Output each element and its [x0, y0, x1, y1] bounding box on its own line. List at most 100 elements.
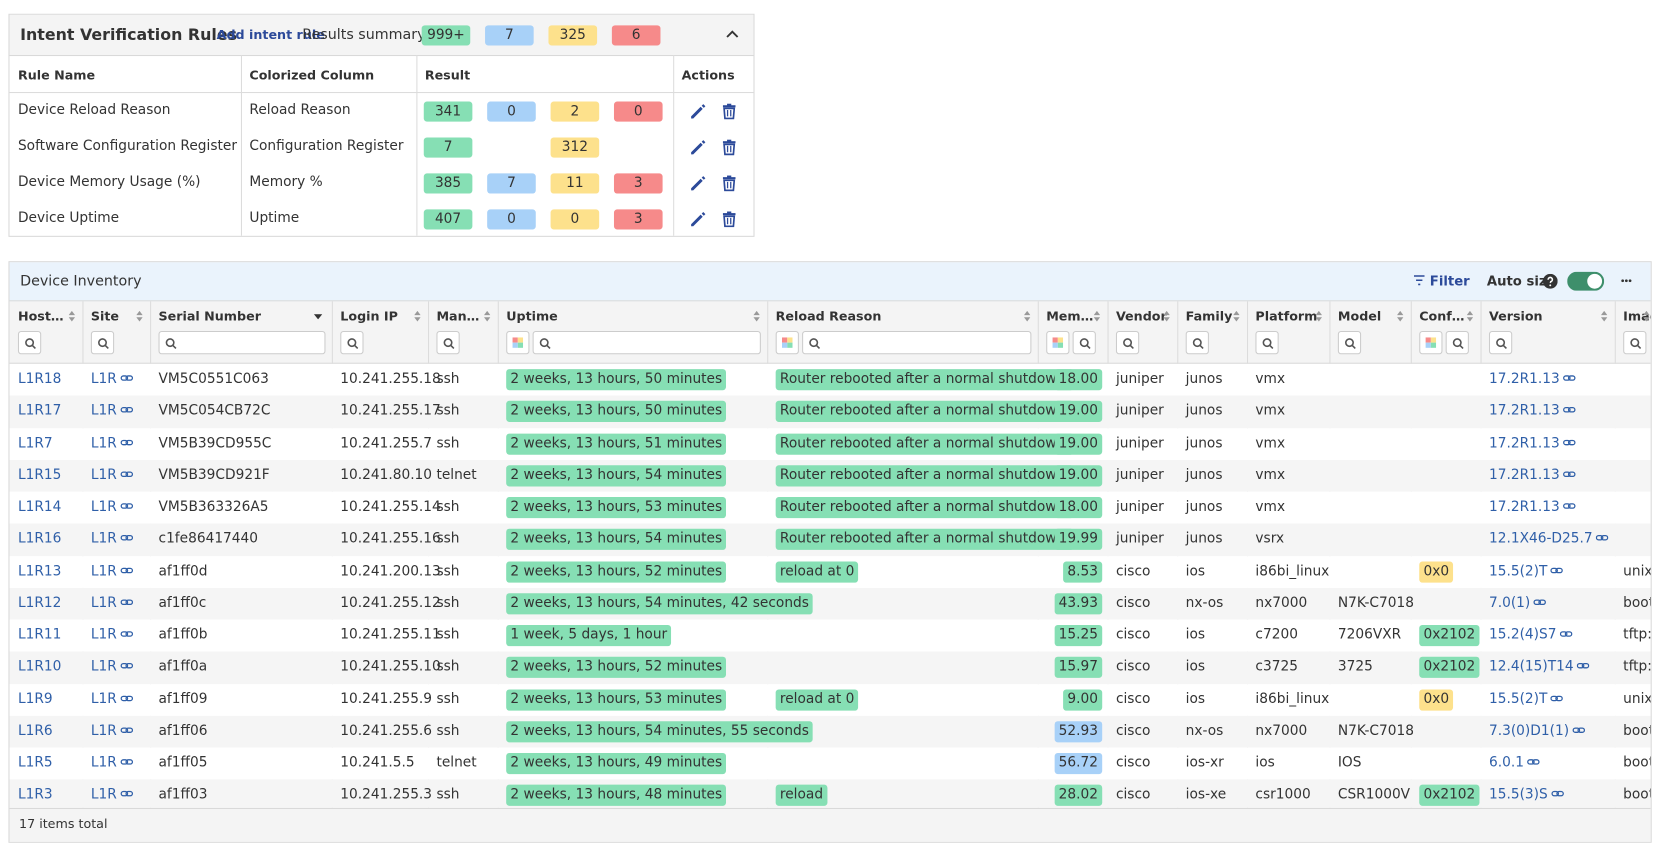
collapse-button[interactable] [726, 29, 739, 40]
edit-button[interactable] [690, 176, 706, 192]
version-link[interactable]: 6.0.1 [1488, 755, 1524, 771]
version-link[interactable]: 17.2R1.13 [1488, 499, 1560, 516]
host-link[interactable]: L1R6 [17, 723, 53, 739]
site-link[interactable]: L1R [90, 595, 117, 611]
search-box[interactable] [802, 330, 1032, 355]
host-link[interactable]: L1R14 [17, 499, 62, 516]
color-filter-button[interactable] [775, 330, 799, 355]
site-link[interactable]: L1R [90, 723, 117, 739]
more-menu[interactable] [1621, 279, 1632, 283]
sort-indicator[interactable] [1600, 310, 1608, 322]
sort-indicator[interactable] [483, 310, 491, 322]
site-link[interactable]: L1R [90, 691, 117, 707]
version-link[interactable]: 17.2R1.13 [1488, 371, 1560, 388]
sort-indicator[interactable] [1643, 310, 1650, 322]
cell-wrap: cisco [1116, 785, 1150, 806]
site-link[interactable]: L1R [90, 499, 117, 516]
search-box[interactable] [1488, 330, 1513, 355]
host-link[interactable]: L1R7 [17, 435, 53, 452]
search-box[interactable] [1072, 330, 1096, 355]
sort-indicator[interactable] [1233, 310, 1240, 322]
site-link[interactable]: L1R [90, 627, 117, 643]
version-link[interactable]: 12.4(15)T14 [1488, 659, 1574, 675]
delete-button[interactable] [722, 139, 736, 156]
search-box[interactable] [436, 330, 460, 355]
color-filter-button[interactable] [506, 330, 530, 355]
site-link[interactable]: L1R [90, 531, 117, 547]
cell-text: cisco [1115, 723, 1151, 739]
search-box[interactable] [532, 330, 761, 355]
sort-indicator[interactable] [1397, 310, 1404, 322]
cell-text: 3725 [1337, 659, 1373, 675]
host-link[interactable]: L1R12 [17, 595, 62, 611]
delete-button[interactable] [722, 211, 736, 228]
cell-wrap: vmx [1255, 465, 1285, 486]
sort-indicator[interactable] [68, 310, 76, 322]
sort-indicator[interactable] [1024, 310, 1031, 322]
search-box[interactable] [1255, 330, 1279, 355]
host-link[interactable]: L1R18 [17, 371, 62, 388]
sort-indicator[interactable] [1093, 310, 1101, 322]
cell-text: vmx [1255, 499, 1286, 516]
cell-wrap: junos [1186, 401, 1223, 422]
search-box[interactable] [1337, 330, 1362, 355]
site-link[interactable]: L1R [90, 755, 117, 771]
host-link[interactable]: L1R15 [17, 467, 62, 484]
sort-indicator[interactable] [753, 310, 760, 322]
edit-button[interactable] [690, 104, 706, 120]
site-link[interactable]: L1R [90, 563, 117, 579]
sort-indicator[interactable] [1315, 310, 1323, 322]
add-rule-button[interactable]: Add intent rule [216, 27, 325, 43]
site-link[interactable]: L1R [90, 403, 117, 420]
sort-indicator[interactable] [1163, 310, 1170, 322]
host-link[interactable]: L1R13 [17, 563, 62, 579]
edit-button[interactable] [690, 212, 706, 228]
search-box[interactable] [340, 330, 364, 355]
cell-wrap: L1R14 [18, 497, 61, 518]
filter-icon[interactable] [1413, 275, 1427, 287]
delete-button[interactable] [722, 175, 736, 192]
site-link[interactable]: L1R [90, 787, 117, 803]
host-link[interactable]: L1R10 [17, 659, 62, 675]
search-box[interactable] [158, 330, 326, 355]
version-link[interactable]: 17.2R1.13 [1488, 435, 1560, 452]
host-link[interactable]: L1R3 [17, 787, 53, 803]
search-box[interactable] [17, 330, 42, 355]
version-link[interactable]: 17.2R1.13 [1488, 403, 1560, 420]
host-link[interactable]: L1R9 [17, 691, 53, 707]
host-link[interactable]: L1R11 [17, 627, 62, 643]
site-link[interactable]: L1R [90, 467, 117, 484]
search-box[interactable] [1115, 330, 1140, 355]
host-link[interactable]: L1R16 [17, 531, 62, 547]
edit-button[interactable] [690, 140, 706, 156]
cell-text: unix: [1623, 691, 1650, 707]
version-link[interactable]: 15.5(2)T [1488, 691, 1548, 707]
search-box[interactable] [1445, 330, 1469, 355]
search-box[interactable] [1623, 330, 1647, 355]
color-filter-button[interactable] [1419, 330, 1443, 355]
site-link[interactable]: L1R [90, 371, 117, 388]
host-link[interactable]: L1R17 [17, 403, 62, 420]
version-link[interactable]: 17.2R1.13 [1488, 467, 1560, 484]
sort-indicator[interactable] [1466, 310, 1474, 322]
inventory-column-header: Image [1623, 308, 1650, 324]
version-link[interactable]: 7.3(0)D1(1) [1488, 723, 1570, 739]
search-box[interactable] [1185, 330, 1209, 355]
color-filter-button[interactable] [1046, 330, 1070, 355]
version-link[interactable]: 15.2(4)S7 [1488, 627, 1557, 643]
host-link[interactable]: L1R5 [17, 755, 53, 771]
cell-wrap: Router rebooted after a normal shutdown. [775, 497, 1074, 519]
version-link[interactable]: 12.1X46-D25.7 [1488, 531, 1593, 547]
search-box[interactable] [90, 330, 115, 355]
sort-indicator[interactable] [136, 310, 143, 322]
sort-indicator[interactable] [414, 310, 421, 322]
auto-size-toggle[interactable] [1567, 271, 1605, 291]
site-link[interactable]: L1R [90, 435, 117, 452]
filter-button[interactable]: Filter [1429, 272, 1470, 289]
version-link[interactable]: 15.5(3)S [1488, 787, 1548, 803]
version-link[interactable]: 15.5(2)T [1488, 563, 1548, 579]
version-link[interactable]: 7.0(1) [1488, 595, 1531, 611]
sort-desc[interactable] [313, 314, 323, 320]
site-link[interactable]: L1R [90, 659, 117, 675]
delete-button[interactable] [722, 103, 736, 120]
